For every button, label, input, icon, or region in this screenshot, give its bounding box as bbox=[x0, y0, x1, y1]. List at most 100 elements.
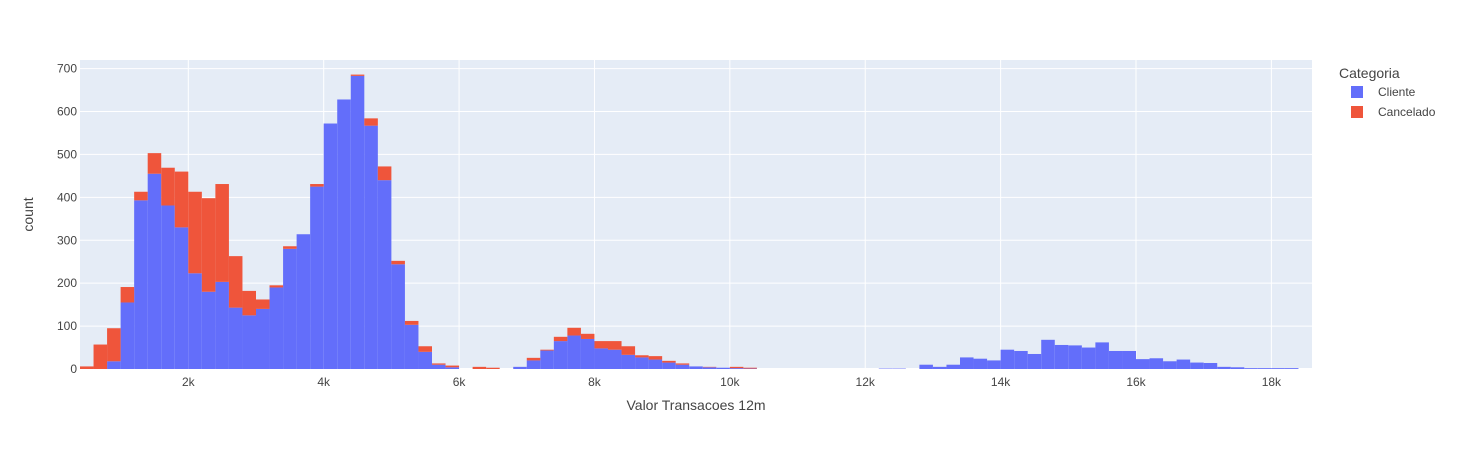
bar-cliente[interactable] bbox=[418, 351, 432, 369]
bar-cliente[interactable] bbox=[242, 315, 256, 369]
bar-cliente[interactable] bbox=[350, 75, 365, 370]
bar-cliente[interactable] bbox=[107, 361, 121, 369]
bar-cliente[interactable] bbox=[1041, 339, 1055, 369]
bar-cliente[interactable] bbox=[323, 123, 338, 370]
bar-cliente[interactable] bbox=[377, 180, 392, 369]
bar-cliente[interactable] bbox=[283, 248, 297, 369]
legend-items[interactable]: Cliente Cancelado bbox=[1351, 85, 1436, 119]
bar-cancelado[interactable] bbox=[256, 299, 270, 309]
bar-cliente[interactable] bbox=[594, 348, 608, 369]
bar-cancelado[interactable] bbox=[147, 153, 162, 174]
bar-cliente[interactable] bbox=[404, 324, 419, 369]
bar-cancelado[interactable] bbox=[391, 260, 405, 265]
bar-cliente[interactable] bbox=[1081, 347, 1096, 369]
bar-cliente[interactable] bbox=[1271, 368, 1285, 369]
bar-cliente[interactable] bbox=[973, 358, 988, 369]
bar-cancelado[interactable] bbox=[269, 285, 284, 288]
bar-cancelado[interactable] bbox=[283, 246, 297, 249]
bar-cliente[interactable] bbox=[310, 186, 324, 369]
bar-cancelado[interactable] bbox=[350, 74, 365, 76]
bar-cliente[interactable] bbox=[919, 364, 933, 369]
bar-cliente[interactable] bbox=[513, 366, 527, 369]
bar-cancelado[interactable] bbox=[567, 327, 581, 336]
bar-cliente[interactable] bbox=[932, 366, 947, 369]
bar-cliente[interactable] bbox=[174, 227, 189, 369]
bar-cliente[interactable] bbox=[445, 367, 460, 369]
bar-cliente[interactable] bbox=[675, 364, 690, 369]
bar-cliente[interactable] bbox=[567, 335, 581, 369]
bar-cliente[interactable] bbox=[161, 205, 175, 369]
bar-cancelado[interactable] bbox=[228, 256, 243, 308]
bar-cliente[interactable] bbox=[256, 308, 270, 369]
bar-cliente[interactable] bbox=[526, 360, 541, 369]
bar-cliente[interactable] bbox=[1027, 353, 1042, 369]
bar-cliente[interactable] bbox=[1136, 359, 1150, 369]
bar-cancelado[interactable] bbox=[432, 363, 446, 365]
bar-cancelado[interactable] bbox=[445, 365, 460, 368]
bar-cliente[interactable] bbox=[1190, 362, 1204, 369]
bar-cliente[interactable] bbox=[1176, 359, 1191, 369]
bar-cancelado[interactable] bbox=[120, 287, 135, 303]
bar-cancelado[interactable] bbox=[526, 357, 541, 361]
legend-item-cancelado[interactable]: Cancelado bbox=[1351, 105, 1436, 119]
bar-cancelado[interactable] bbox=[648, 356, 663, 360]
bar-cliente[interactable] bbox=[391, 264, 405, 369]
bar-cancelado[interactable] bbox=[364, 118, 378, 126]
bar-cliente[interactable] bbox=[188, 273, 202, 369]
bar-cancelado[interactable] bbox=[540, 349, 554, 351]
bars[interactable] bbox=[80, 74, 1299, 370]
bar-cliente[interactable] bbox=[946, 364, 960, 369]
bar-cancelado[interactable] bbox=[553, 336, 568, 342]
legend-item-cliente[interactable]: Cliente bbox=[1351, 85, 1416, 99]
bar-cliente[interactable] bbox=[120, 302, 135, 369]
bar-cancelado[interactable] bbox=[215, 184, 229, 282]
bar-cancelado[interactable] bbox=[242, 290, 256, 316]
bar-cliente[interactable] bbox=[1217, 366, 1231, 369]
bar-cliente[interactable] bbox=[215, 281, 229, 369]
bar-cliente[interactable] bbox=[648, 359, 663, 369]
bar-cliente[interactable] bbox=[1000, 349, 1015, 369]
bar-cancelado[interactable] bbox=[580, 333, 595, 339]
bar-cancelado[interactable] bbox=[188, 191, 202, 274]
bar-cliente[interactable] bbox=[987, 360, 1001, 369]
bar-cliente[interactable] bbox=[1244, 368, 1258, 369]
bar-cancelado[interactable] bbox=[621, 346, 636, 355]
bar-cliente[interactable] bbox=[1068, 345, 1082, 369]
bar-cliente[interactable] bbox=[134, 200, 148, 369]
bar-cancelado[interactable] bbox=[377, 166, 392, 181]
bar-cliente[interactable] bbox=[296, 234, 311, 369]
bar-cancelado[interactable] bbox=[107, 328, 121, 362]
bar-cliente[interactable] bbox=[1203, 362, 1218, 369]
bar-cliente[interactable] bbox=[729, 368, 744, 369]
bar-cliente[interactable] bbox=[553, 341, 568, 369]
bar-cliente[interactable] bbox=[702, 367, 717, 369]
bar-cliente[interactable] bbox=[1163, 361, 1177, 369]
bar-cliente[interactable] bbox=[364, 125, 378, 369]
bar-cliente[interactable] bbox=[228, 307, 243, 369]
bar-cancelado[interactable] bbox=[635, 355, 649, 358]
bar-cancelado[interactable] bbox=[743, 367, 757, 369]
bar-cancelado[interactable] bbox=[594, 341, 608, 349]
bar-cliente[interactable] bbox=[662, 362, 676, 369]
bar-cliente[interactable] bbox=[1284, 368, 1299, 369]
bar-cancelado[interactable] bbox=[404, 320, 419, 325]
bar-cliente[interactable] bbox=[1257, 368, 1272, 369]
bar-cancelado[interactable] bbox=[662, 360, 676, 363]
bar-cliente[interactable] bbox=[269, 287, 284, 369]
bar-cliente[interactable] bbox=[432, 364, 446, 369]
bar-cliente[interactable] bbox=[1054, 344, 1069, 369]
bar-cancelado[interactable] bbox=[675, 363, 690, 365]
bar-cancelado[interactable] bbox=[729, 366, 744, 369]
bar-cliente[interactable] bbox=[689, 366, 703, 369]
bar-cliente[interactable] bbox=[1149, 358, 1164, 369]
bar-cliente[interactable] bbox=[337, 99, 351, 369]
bar-cliente[interactable] bbox=[147, 173, 162, 369]
bar-cliente[interactable] bbox=[621, 354, 636, 369]
bar-cliente[interactable] bbox=[960, 357, 974, 369]
bar-cancelado[interactable] bbox=[201, 198, 216, 292]
bar-cancelado[interactable] bbox=[174, 171, 189, 228]
bar-cancelado[interactable] bbox=[80, 366, 94, 369]
bar-cliente[interactable] bbox=[1014, 350, 1028, 369]
bar-cancelado[interactable] bbox=[418, 346, 432, 352]
bar-cancelado[interactable] bbox=[134, 191, 148, 201]
